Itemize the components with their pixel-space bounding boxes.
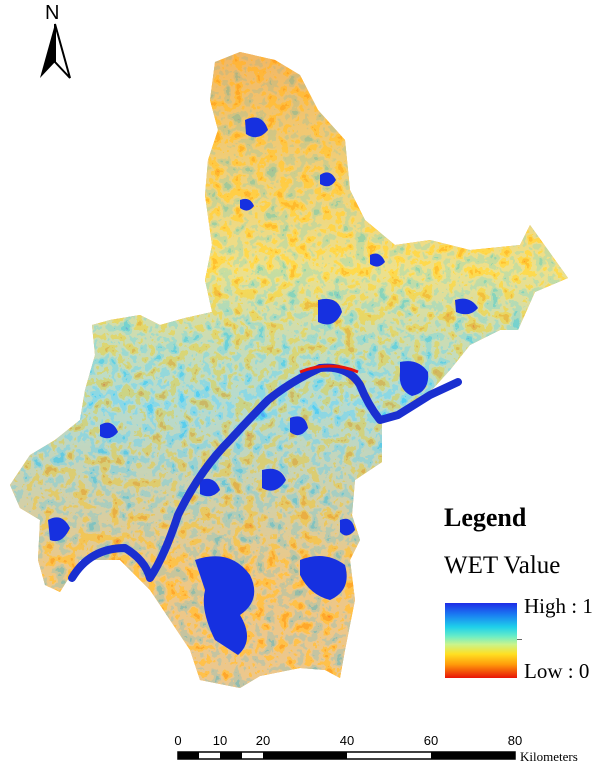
river bbox=[68, 363, 462, 582]
legend-low-label: Low : 0 bbox=[524, 659, 590, 683]
study-area bbox=[10, 52, 568, 688]
scale-unit-label: Kilometers bbox=[520, 749, 578, 764]
scale-tick-label: 20 bbox=[255, 733, 271, 748]
scale-tick-label: 60 bbox=[423, 733, 439, 748]
scale-tick-label: 40 bbox=[339, 733, 355, 748]
legend-tick bbox=[517, 639, 522, 640]
legend-title: Legend bbox=[444, 503, 527, 532]
north-arrow-icon bbox=[40, 23, 71, 79]
scale-tick-label: 0 bbox=[174, 733, 182, 748]
scale-tick-label: 10 bbox=[212, 733, 228, 748]
scale-bar bbox=[177, 751, 516, 760]
legend-color-ramp bbox=[445, 603, 517, 678]
legend-subtitle: WET Value bbox=[444, 552, 561, 579]
north-label: N bbox=[45, 2, 60, 24]
scale-tick-label: 80 bbox=[507, 733, 523, 748]
legend-high-label: High : 1 bbox=[524, 594, 593, 618]
